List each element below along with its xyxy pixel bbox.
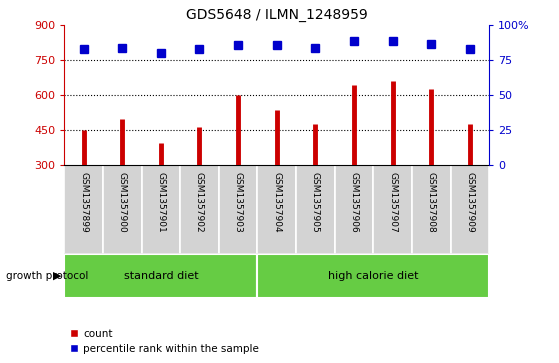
Bar (103, 165, 141, 254)
Text: GSM1357906: GSM1357906 (349, 172, 358, 233)
Title: GDS5648 / ILMN_1248959: GDS5648 / ILMN_1248959 (186, 8, 368, 22)
Legend: count, percentile rank within the sample: count, percentile rank within the sample (69, 329, 259, 354)
Text: GSM1357901: GSM1357901 (157, 172, 165, 233)
Bar (296, 165, 335, 254)
Bar (219, 165, 257, 254)
Text: standard diet: standard diet (124, 271, 198, 281)
Text: GSM1357908: GSM1357908 (427, 172, 435, 233)
Text: GSM1357900: GSM1357900 (118, 172, 127, 233)
Bar (451, 165, 489, 254)
Bar (141, 165, 180, 254)
Bar (412, 165, 451, 254)
Text: GSM1357905: GSM1357905 (311, 172, 320, 233)
Text: GSM1357899: GSM1357899 (79, 172, 88, 233)
Text: ▶: ▶ (53, 271, 61, 281)
Bar (373, 165, 412, 254)
Text: GSM1357903: GSM1357903 (234, 172, 243, 233)
Text: GSM1357904: GSM1357904 (272, 172, 281, 233)
Bar (64, 165, 103, 254)
Bar (257, 165, 296, 254)
Text: high calorie diet: high calorie diet (328, 271, 419, 281)
Text: growth protocol: growth protocol (6, 271, 88, 281)
Bar (64, 254, 257, 298)
Text: GSM1357902: GSM1357902 (195, 172, 204, 233)
Text: GSM1357909: GSM1357909 (465, 172, 475, 233)
Bar (335, 165, 373, 254)
Bar (257, 254, 489, 298)
Bar (180, 165, 219, 254)
Text: GSM1357907: GSM1357907 (388, 172, 397, 233)
